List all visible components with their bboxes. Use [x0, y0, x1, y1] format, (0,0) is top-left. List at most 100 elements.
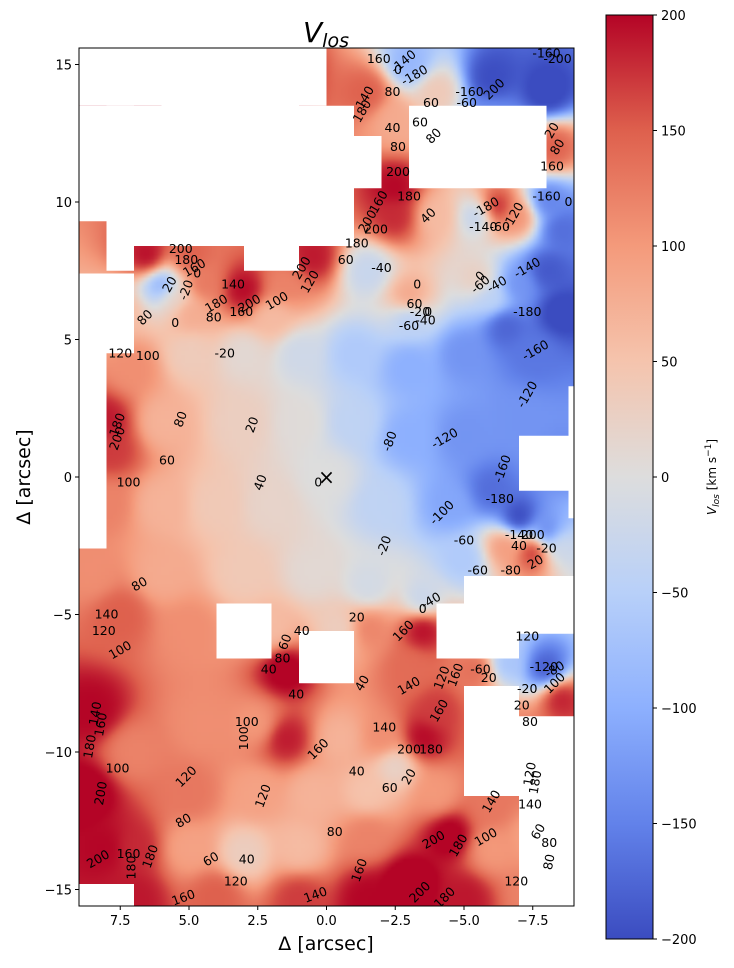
contour-label: 120	[224, 873, 248, 888]
contour-label: 20	[541, 120, 562, 141]
masked-region	[106, 298, 134, 312]
contour-label: -60	[454, 532, 474, 547]
contour-label: -140	[469, 219, 497, 234]
chart-title: Vlos	[303, 16, 349, 52]
contour-label: -120	[530, 659, 558, 674]
contour-label: -20	[175, 278, 196, 302]
contour-label: 20	[398, 766, 419, 787]
contour-label: 140	[95, 607, 119, 622]
colorbar-tick-label: 100	[661, 240, 686, 255]
masked-regions	[79, 48, 574, 906]
masked-region	[464, 686, 519, 796]
contour-label: 160	[170, 886, 198, 908]
contour-label: 80	[547, 136, 568, 157]
masked-region	[134, 136, 162, 246]
contour-label: 120	[108, 345, 132, 360]
contour-label: 200	[91, 780, 110, 806]
contour-label: -40	[415, 312, 435, 327]
contour-label: 80	[541, 835, 557, 850]
colorbar-tick-label: −50	[661, 587, 688, 602]
contour-label: 40	[294, 623, 310, 638]
contour-label: 80	[173, 810, 194, 831]
contour-label: 200	[364, 222, 388, 237]
contour-label: 80	[540, 853, 558, 871]
contour-label: 180	[345, 235, 369, 250]
contour-label: -140	[505, 527, 533, 542]
contour-label: -80	[379, 429, 400, 453]
contour-label: 0	[171, 315, 179, 330]
contour-label: -160	[532, 46, 560, 61]
contour-label: 80	[385, 84, 401, 99]
masked-region	[409, 105, 547, 189]
contour-label: 0	[394, 62, 402, 77]
contour-label: 200	[386, 164, 410, 179]
y-tick-label: −10	[45, 746, 72, 761]
colorbar-label: Vlos [km s−1]	[704, 439, 722, 515]
colorbar: 200 150 100 50 0 −50 −100 −150 −200 Vlos [km s−1…	[605, 9, 722, 948]
contour-label: 180	[174, 252, 198, 267]
x-tick-label: 7.5	[110, 914, 131, 929]
contour-label: 120	[515, 629, 539, 644]
colorbar-gradient	[605, 14, 654, 940]
x-tick-label: −2.5	[379, 914, 411, 929]
contour-label: 40	[351, 672, 372, 693]
contour-label: 200	[169, 241, 193, 256]
contour-label: 40	[349, 763, 365, 778]
masked-region	[216, 603, 272, 659]
x-axis-label: Δ [arcsec]	[278, 933, 373, 955]
contour-label: 100	[106, 761, 130, 776]
contour-label: 60	[423, 95, 439, 110]
contour-label: 200	[397, 741, 421, 756]
masked-region	[79, 884, 134, 906]
y-tick-label: 5	[64, 334, 72, 349]
contour-label: 40	[239, 851, 255, 866]
contour-label: -200	[543, 51, 571, 66]
x-tick-label: 2.5	[247, 914, 268, 929]
masked-region	[244, 246, 299, 271]
x-tick-label: 5.0	[179, 914, 200, 929]
contour-label: 100	[236, 726, 251, 750]
colorbar-tick-label: −200	[661, 933, 697, 948]
contour-label: 0	[565, 194, 573, 209]
contour-label: 160	[540, 158, 564, 173]
contour-label: -60	[468, 563, 488, 578]
masked-region	[519, 435, 574, 491]
contour-label: 100	[136, 348, 160, 363]
masked-region	[436, 603, 519, 659]
colorbar-tick-label: −150	[661, 818, 697, 833]
contour-label: 140	[518, 796, 542, 811]
y-tick-label: 0	[64, 471, 72, 486]
masked-region	[79, 105, 162, 136]
contour-label: 20	[159, 274, 180, 295]
contour-label: 40	[261, 662, 277, 677]
colorbar-tick-label: 0	[661, 471, 669, 486]
contour-label: -40	[371, 260, 391, 275]
contour-label: 20	[525, 551, 546, 572]
contour-label: 0	[413, 277, 421, 292]
contour-label: 40	[288, 686, 304, 701]
x-tick-label: 0.0	[316, 914, 337, 929]
contour-label: 160	[229, 304, 253, 319]
contour-label: -60	[399, 318, 419, 333]
contour-label: 120	[520, 761, 539, 787]
contour-label: -20	[536, 541, 556, 556]
contour-label: 80	[390, 139, 406, 154]
contour-label: 180	[80, 733, 99, 759]
contour-label: 60	[338, 252, 354, 267]
contour-label: -60	[457, 95, 477, 110]
contour-label: 160	[367, 51, 391, 66]
colorbar-ticks: 200 150 100 50 0 −50 −100 −150 −200	[653, 9, 697, 948]
contour-label: -60	[490, 219, 510, 234]
masked-region	[299, 631, 354, 684]
contour-label: 40	[250, 472, 270, 492]
contour-label: 60	[200, 848, 221, 869]
contour-label: -160	[532, 189, 560, 204]
masked-region	[299, 105, 354, 246]
contour-label: 80	[206, 310, 222, 325]
contour-label: 20	[242, 414, 262, 434]
contour-label: 180	[419, 741, 443, 756]
contour-label: 0	[193, 266, 201, 281]
masked-region	[79, 273, 107, 549]
